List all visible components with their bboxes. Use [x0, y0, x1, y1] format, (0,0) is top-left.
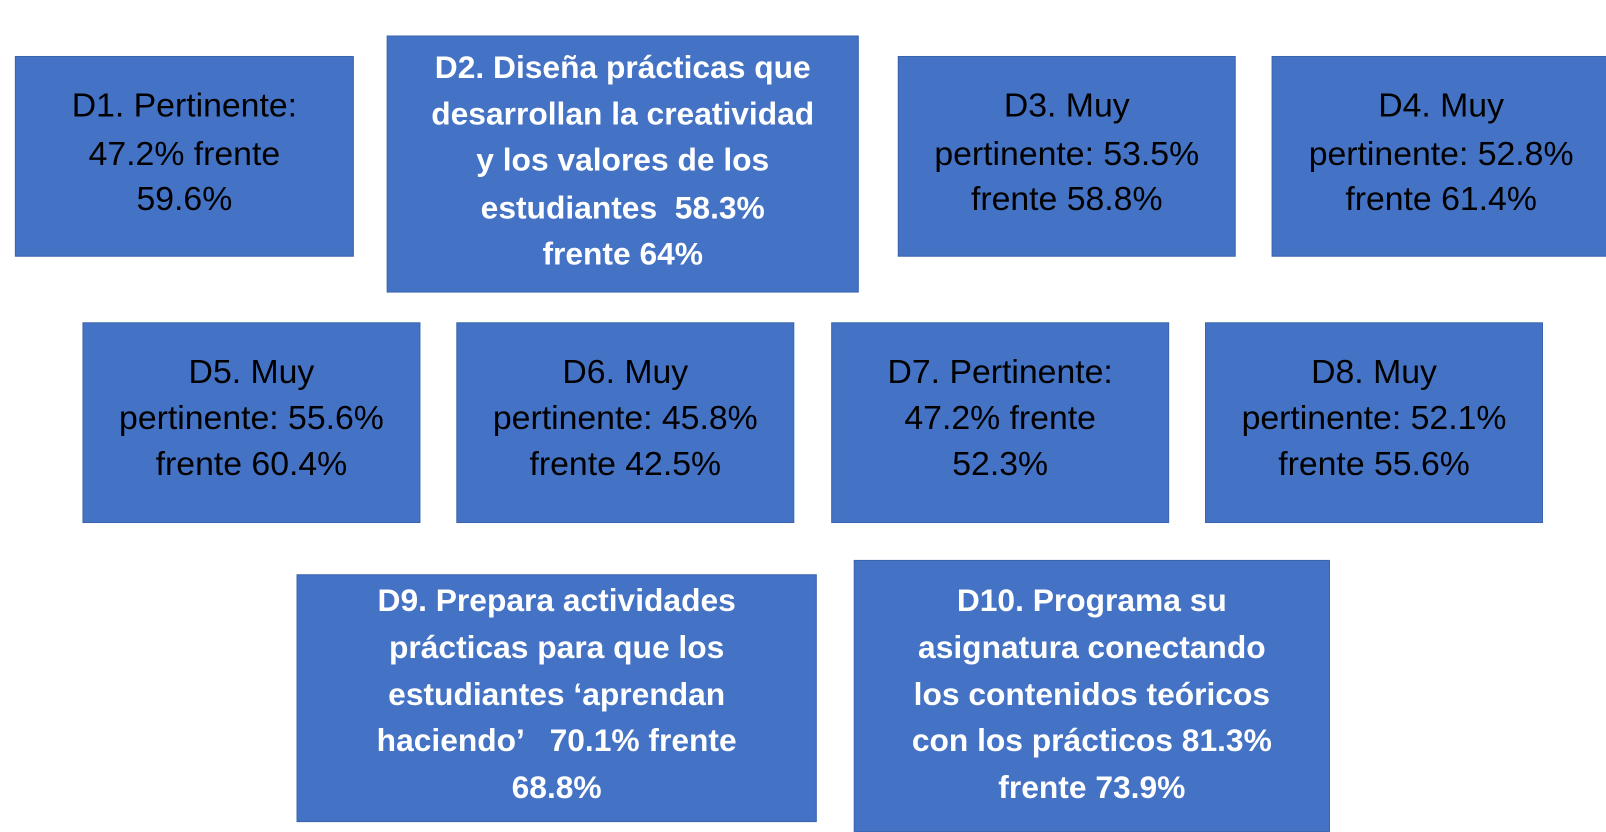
box: [386, 35, 859, 293]
box-text: D2. Diseña prácticas que: [435, 49, 811, 85]
box-text: D4. Muy: [1378, 87, 1504, 125]
box-text: D9. Prepara actividades: [378, 582, 736, 618]
box: [853, 559, 1330, 832]
box-text: D7. Pertinente:: [887, 353, 1112, 391]
box-text: pertinente: 53.5%: [934, 135, 1199, 173]
box-text: frente 64%: [542, 236, 703, 272]
box-text: D10. Programa su: [957, 582, 1227, 618]
box-text: frente 42.5%: [530, 445, 722, 483]
box-text: D3. Muy: [1004, 87, 1130, 125]
box-text: 68.8%: [512, 769, 602, 805]
box-text: frente 55.6%: [1278, 445, 1470, 483]
box: [14, 55, 354, 257]
box: [82, 322, 421, 524]
box-text: los contenidos teóricos: [914, 676, 1270, 712]
box-text: asignatura conectando: [918, 629, 1266, 665]
box-text: 52.3%: [952, 445, 1048, 483]
box-text: desarrollan la creatividad: [431, 95, 814, 131]
box: [1205, 322, 1544, 524]
box-text: D5. Muy: [189, 353, 315, 391]
box-text: D8. Muy: [1311, 353, 1437, 391]
box-text: estudiantes 58.3%: [481, 190, 765, 226]
box-text: pertinente: 52.8%: [1309, 135, 1574, 173]
box-text: D1. Pertinente:: [72, 87, 297, 125]
box-text: frente 60.4%: [156, 445, 348, 483]
box-text: frente 58.8%: [971, 180, 1163, 218]
box-text: y los valores de los: [476, 141, 769, 177]
box-text: pertinente: 55.6%: [119, 399, 384, 437]
box-text: 59.6%: [136, 180, 232, 218]
box-text: pertinente: 52.1%: [1242, 399, 1507, 437]
box-text: frente 61.4%: [1345, 180, 1537, 218]
box-text: prácticas para que los: [389, 629, 724, 665]
box: [831, 322, 1170, 524]
box-text: con los prácticos 81.3%: [912, 722, 1272, 758]
box-text: 47.2% frente: [89, 135, 281, 173]
box-text: haciendo’ 70.1% frente: [377, 722, 737, 758]
box-text: 47.2% frente: [904, 399, 1096, 437]
box-text: pertinente: 45.8%: [493, 399, 758, 437]
box-text: estudiantes ‘aprendan: [388, 676, 725, 712]
box: [1271, 55, 1606, 257]
box-text: D6. Muy: [562, 353, 688, 391]
box: [456, 322, 795, 524]
box: [897, 55, 1236, 257]
box-text: frente 73.9%: [998, 769, 1185, 805]
box: [296, 574, 817, 823]
